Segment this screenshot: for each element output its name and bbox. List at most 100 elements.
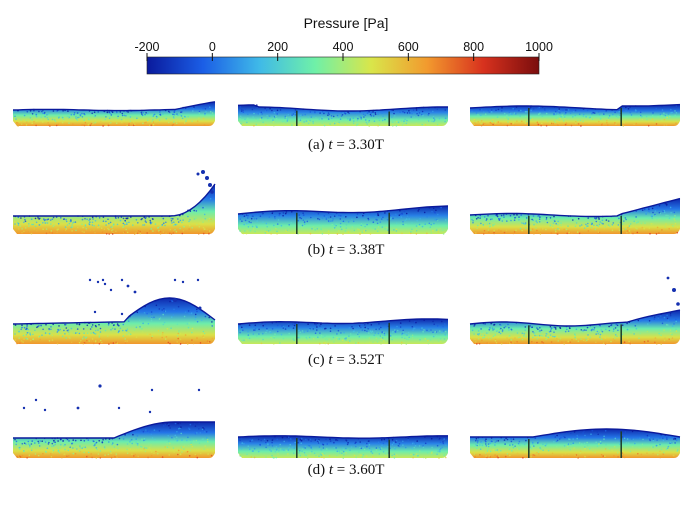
particle (621, 436, 624, 438)
particle (89, 218, 91, 220)
spray-droplet (88, 278, 92, 282)
particle (444, 109, 447, 111)
particle (163, 425, 165, 427)
particle (512, 122, 515, 124)
particle (65, 220, 68, 223)
particle (292, 323, 294, 325)
particle (504, 116, 506, 119)
particle (257, 112, 260, 115)
particle (651, 207, 654, 210)
particle (209, 111, 212, 113)
particle (485, 440, 487, 443)
particle (585, 116, 587, 118)
particle (583, 430, 585, 432)
particle (313, 115, 315, 118)
caption-b-value: = 3.38T (336, 242, 385, 258)
particle (404, 118, 406, 121)
particle (72, 123, 74, 125)
particle (501, 107, 503, 109)
particle (174, 422, 177, 425)
particle (412, 453, 415, 456)
particle (126, 448, 128, 451)
particle (360, 226, 362, 228)
particle (265, 441, 267, 444)
particle (155, 450, 157, 453)
particle (53, 450, 56, 453)
particle (18, 448, 21, 450)
particle (347, 118, 349, 120)
particle (212, 223, 214, 225)
spray-droplet (126, 284, 130, 288)
particle (179, 332, 182, 335)
particle (275, 118, 278, 120)
particle (503, 326, 506, 329)
particle (194, 453, 197, 456)
particle (258, 341, 260, 344)
particle (83, 119, 85, 121)
particle (406, 334, 408, 336)
particle (241, 220, 243, 222)
particle (57, 123, 59, 126)
particle (402, 329, 405, 332)
particle (195, 217, 197, 219)
particle (27, 120, 30, 122)
particle (427, 339, 429, 342)
particle (401, 232, 403, 235)
particle (66, 438, 69, 441)
particle (562, 109, 564, 111)
particle (675, 439, 677, 441)
particle (554, 121, 557, 124)
particle (203, 124, 206, 126)
particle (593, 224, 595, 226)
particle (431, 446, 433, 449)
particle (552, 335, 554, 338)
particle (365, 455, 368, 457)
particle (332, 336, 335, 339)
particle (439, 448, 441, 451)
particle (23, 338, 25, 340)
particle (170, 220, 173, 222)
particle (560, 224, 562, 227)
particle (659, 456, 661, 459)
particle (512, 106, 515, 108)
particle (196, 308, 198, 311)
particle (360, 326, 362, 329)
particle (347, 231, 350, 233)
particle (99, 337, 102, 340)
particle (544, 109, 546, 111)
caption-d-value: = 3.60T (336, 462, 385, 478)
particle (143, 311, 146, 314)
particle (624, 431, 627, 433)
caption-d-label: (d) (307, 462, 326, 478)
particle (360, 454, 362, 456)
particle (156, 230, 158, 233)
particle (203, 428, 205, 430)
particle (607, 117, 610, 119)
particle (442, 233, 445, 235)
particle (368, 451, 371, 454)
particle (14, 324, 17, 326)
particle (573, 447, 575, 449)
particle (370, 324, 373, 326)
particle (247, 221, 250, 224)
particle (50, 453, 52, 455)
particle (164, 424, 167, 426)
particle (401, 213, 404, 215)
particle (497, 224, 499, 227)
particle (668, 336, 671, 339)
particle (432, 335, 435, 338)
particle (194, 313, 197, 316)
particle (196, 337, 198, 339)
particle (611, 229, 614, 232)
particle (82, 342, 85, 345)
particle (51, 334, 54, 337)
particle (144, 113, 146, 116)
particle (565, 112, 567, 114)
particle (317, 336, 319, 338)
particle (485, 332, 488, 334)
particle (555, 117, 558, 119)
particle (110, 456, 113, 459)
particle (254, 324, 257, 327)
particle (545, 217, 548, 219)
particle (175, 223, 178, 226)
